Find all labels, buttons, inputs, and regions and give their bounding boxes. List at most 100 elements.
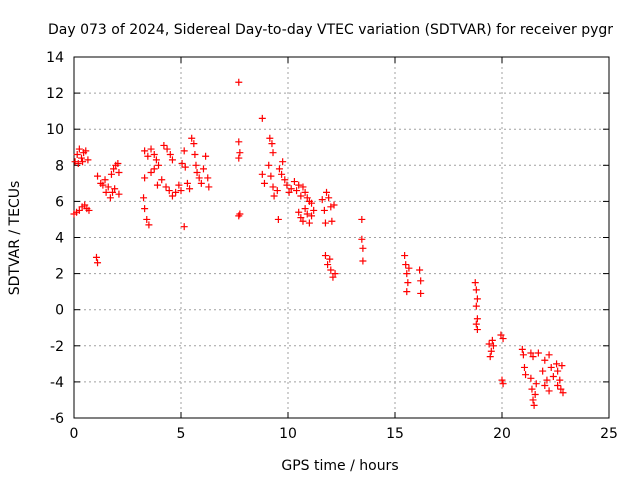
data-point (141, 205, 149, 213)
data-point (308, 212, 316, 220)
data-point (204, 174, 212, 182)
data-point (195, 174, 203, 182)
data-point (270, 192, 278, 200)
data-point (558, 362, 566, 370)
data-point (326, 255, 334, 263)
grid (74, 57, 609, 418)
data-point (180, 147, 188, 155)
data-point (323, 188, 331, 196)
y-tick-label: 8 (55, 158, 64, 174)
data-point (186, 185, 194, 193)
data-point (94, 259, 102, 267)
data-point (258, 114, 266, 122)
data-point (191, 150, 199, 158)
data-point (85, 206, 93, 214)
data-point (115, 169, 123, 177)
data-point (554, 367, 562, 375)
data-point (99, 181, 107, 189)
data-point (403, 288, 411, 296)
data-point (404, 279, 412, 287)
data-point (74, 159, 82, 167)
data-point (235, 212, 243, 220)
data-point (150, 150, 158, 158)
data-point (297, 214, 305, 222)
data-point (267, 172, 275, 180)
data-point (473, 326, 481, 334)
data-point (275, 165, 283, 173)
data-point (115, 190, 123, 198)
data-point (168, 192, 176, 200)
data-point (301, 188, 309, 196)
data-point (359, 257, 367, 265)
data-point (81, 201, 89, 209)
data-point (178, 159, 186, 167)
data-point (158, 176, 166, 184)
data-point (401, 252, 409, 260)
data-point (472, 286, 480, 294)
data-point (308, 199, 316, 207)
data-point (299, 217, 307, 225)
data-point (287, 185, 295, 193)
data-point (77, 154, 85, 162)
y-tick-label: 6 (55, 194, 64, 210)
data-point (266, 134, 274, 142)
data-point (518, 345, 526, 353)
data-point (556, 376, 564, 384)
data-point (152, 156, 160, 164)
data-point (417, 277, 425, 285)
data-point (202, 152, 210, 160)
data-point (519, 351, 527, 359)
data-point (327, 203, 335, 211)
data-point (488, 336, 496, 344)
data-point (554, 382, 562, 390)
data-point (193, 169, 201, 177)
x-axis-label: GPS time / hours (281, 458, 398, 474)
data-point (534, 349, 542, 357)
data-point (183, 179, 191, 187)
data-point (528, 385, 536, 393)
plot-area (73, 56, 610, 419)
data-point (301, 205, 309, 213)
data-point (359, 244, 367, 252)
data-point (499, 335, 507, 343)
x-tick-label: 5 (177, 426, 186, 442)
data-point (295, 208, 303, 216)
data-point (82, 147, 90, 155)
data-point (199, 165, 207, 173)
data-point (553, 360, 561, 368)
data-point (285, 188, 293, 196)
data-point (75, 145, 83, 153)
y-tick-label: 2 (55, 267, 64, 283)
data-point (531, 391, 539, 399)
data-point (557, 385, 565, 393)
data-point (269, 183, 277, 191)
data-point (205, 183, 213, 191)
x-tick-label: 20 (493, 426, 511, 442)
data-point (416, 266, 424, 274)
data-point (320, 206, 328, 214)
data-point (532, 380, 540, 388)
data-point (141, 174, 149, 182)
data-point (498, 376, 506, 384)
data-point (545, 387, 553, 395)
data-point (147, 169, 155, 177)
data-point (279, 158, 287, 166)
data-point (265, 161, 273, 169)
data-point (303, 194, 311, 202)
data-point (79, 158, 87, 166)
data-point (299, 183, 307, 191)
data-point (101, 176, 109, 184)
chart-title: Day 073 of 2024, Sidereal Day-to-day VTE… (48, 22, 613, 38)
data-point (530, 401, 538, 409)
y-tick-label: 12 (46, 86, 64, 102)
data-point (165, 187, 173, 195)
data-point (278, 170, 286, 178)
axis-ticks: 0 5 10 15 20 25 -6 -4 -2 0 2 4 6 8 10 12 14 (46, 50, 618, 442)
y-tick-label: -2 (50, 339, 64, 355)
data-point (140, 194, 148, 202)
data-point (143, 215, 151, 223)
data-point (539, 367, 547, 375)
data-point (487, 347, 495, 355)
data-point (293, 187, 301, 195)
